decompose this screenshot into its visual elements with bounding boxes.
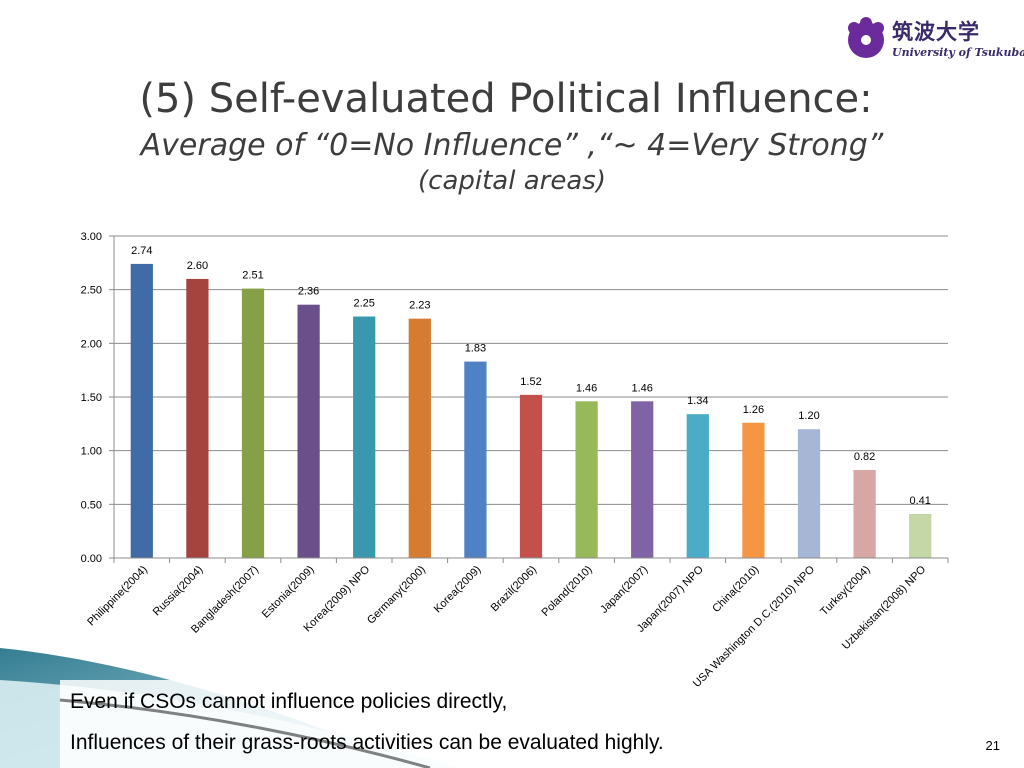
x-category-label: Turkey(2004) <box>818 564 872 618</box>
bar-value-label: 1.26 <box>743 404 764 416</box>
bar-value-label: 0.82 <box>854 451 875 463</box>
y-tick-label: 0.00 <box>81 553 102 565</box>
x-category-label: Germany(2000) <box>365 564 428 627</box>
bar-value-label: 1.46 <box>631 382 652 394</box>
bar <box>631 401 654 558</box>
y-tick-label: 3.00 <box>81 231 102 243</box>
logo-japanese-name: 筑波大学 <box>892 20 980 44</box>
caption-line-1: Even if CSOs cannot influence policies d… <box>70 690 508 713</box>
bar-value-label: 2.36 <box>298 286 319 298</box>
bar <box>130 263 153 558</box>
bar <box>241 288 265 558</box>
x-category-label: Philippine(2004) <box>85 564 150 629</box>
y-tick-label: 1.00 <box>81 446 102 458</box>
bar <box>797 429 821 558</box>
bar <box>186 278 209 558</box>
x-category-label: USA Washington D.C.(2010) NPO <box>691 563 818 690</box>
slide-subtitle-2: (capital areas) <box>418 166 606 196</box>
bar <box>519 394 543 558</box>
university-logo: 筑波大学 University of Tsukuba <box>842 14 1024 62</box>
bar <box>686 414 709 558</box>
x-category-label: Japan(2007) <box>598 564 650 616</box>
bar-value-label: 1.34 <box>687 395 708 407</box>
bar <box>464 361 487 558</box>
bar-value-label: 1.52 <box>520 376 541 388</box>
bar-value-label: 2.23 <box>409 300 430 312</box>
bar <box>575 401 598 558</box>
chart-y-axis: 0.00 0.50 1.00 1.50 2.00 2.50 3.00 <box>81 231 115 565</box>
bar <box>353 316 376 558</box>
x-category-label: Estonia(2009) <box>260 564 317 621</box>
page-number: 21 <box>985 738 1000 753</box>
bar <box>853 469 876 558</box>
bar-value-label: 2.74 <box>131 245 152 257</box>
x-category-label: Russia(2004) <box>151 564 206 619</box>
x-category-label: China(2010) <box>710 564 761 615</box>
bar <box>297 304 320 558</box>
slide-title: (5) Self-evaluated Political Influence: <box>139 76 873 122</box>
x-category-label: Korea(2009) <box>432 564 484 616</box>
logo-english-name: University of Tsukuba <box>892 46 1024 59</box>
bar-value-label: 1.20 <box>798 410 819 422</box>
y-tick-label: 2.00 <box>81 338 102 350</box>
chart-x-axis: Philippine(2004) Russia(2004)Bangladesh(2… <box>85 557 949 690</box>
y-tick-label: 0.50 <box>81 499 102 511</box>
paulownia-emblem-icon <box>848 17 884 58</box>
chart-data-labels: 2.74 2.60 2.51 2.36 2.25 2.23 1.83 1.52 1.46 1.46… <box>131 245 931 507</box>
bar <box>742 422 765 558</box>
x-category-label: Brazil(2006) <box>489 564 539 614</box>
bar-value-label: 0.41 <box>909 495 930 507</box>
caption-line-2: Influences of their grass-roots activiti… <box>70 731 664 754</box>
bar <box>408 318 431 558</box>
bar-value-label: 2.51 <box>242 270 263 282</box>
slide-subtitle: Average of “0=No Influence” ,“~ 4=Very S… <box>140 128 884 163</box>
bar-value-label: 1.46 <box>576 382 597 394</box>
chart-bars <box>130 263 932 558</box>
bar <box>909 513 932 558</box>
y-tick-label: 2.50 <box>81 285 102 297</box>
y-tick-label: 1.50 <box>81 392 102 404</box>
bar-value-label: 2.25 <box>353 298 374 310</box>
bar-value-label: 2.60 <box>187 260 208 272</box>
bar-value-label: 1.83 <box>465 343 486 355</box>
x-category-label: Poland(2010) <box>540 564 595 619</box>
